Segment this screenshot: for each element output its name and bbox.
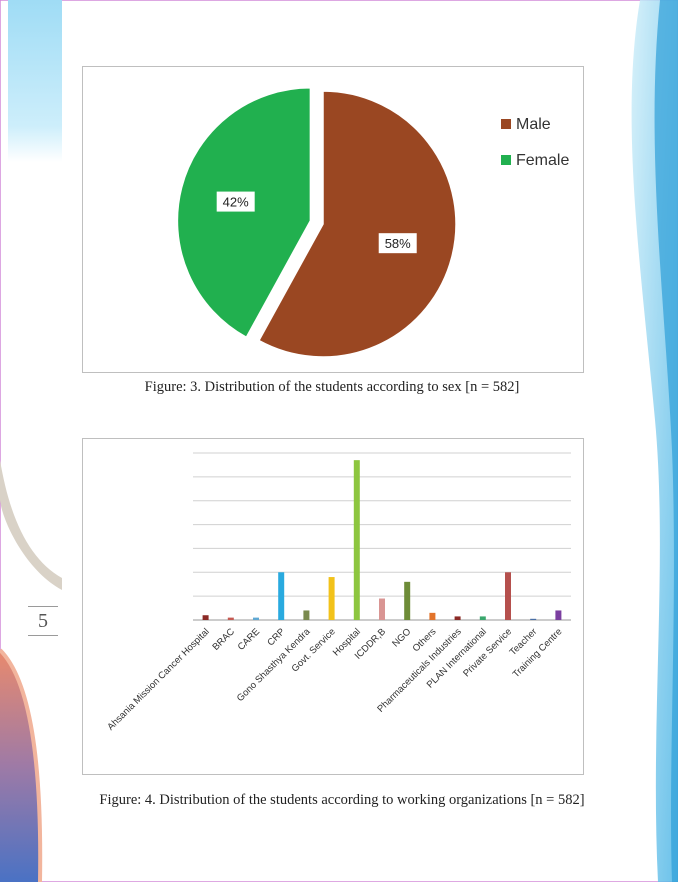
legend-label-male: Male <box>516 116 551 133</box>
bar <box>530 618 537 620</box>
pie-slice-female <box>176 87 312 339</box>
bar <box>328 577 335 620</box>
bar <box>429 612 436 620</box>
pie-slice-male <box>257 90 457 358</box>
bar <box>404 581 411 620</box>
figure4-chart-frame: Ahsania Mission Cancer Hospital BRAC CARE C… <box>82 438 584 775</box>
bar <box>353 460 360 620</box>
bar <box>454 616 461 620</box>
pie-data-label-text: 58% <box>385 236 411 251</box>
pie-data-label-text: 42% <box>223 195 249 210</box>
bar <box>505 572 511 620</box>
bar <box>278 572 285 620</box>
bar <box>303 610 310 620</box>
x-tick-label: CARE <box>236 626 262 652</box>
bar <box>227 617 234 620</box>
x-tick-label: BRAC <box>210 626 237 653</box>
legend-label-female: Female <box>516 152 569 169</box>
figure3-caption: Figure: 3. Distribution of the students … <box>144 379 520 395</box>
bar <box>479 616 486 620</box>
bar <box>202 615 209 620</box>
x-tick-label: Ahsania Mission Cancer Hospital <box>105 626 211 732</box>
bar <box>555 610 562 620</box>
legend-swatch-male <box>501 119 511 129</box>
legend-swatch-female <box>501 155 511 165</box>
figure3-pie-chart: 58% 42% Male Female <box>176 87 569 358</box>
bar <box>379 598 385 620</box>
figure4-caption: Figure: 4. Distribution of the students … <box>99 792 585 808</box>
figure3-chart-frame: 58% 42% Male Female <box>82 66 584 373</box>
page-number: 5 <box>28 606 58 636</box>
pie-data-label: 42% <box>216 191 255 212</box>
pie-data-label: 58% <box>378 233 417 254</box>
x-tick-label: CRP <box>265 626 287 648</box>
bar <box>253 617 259 620</box>
